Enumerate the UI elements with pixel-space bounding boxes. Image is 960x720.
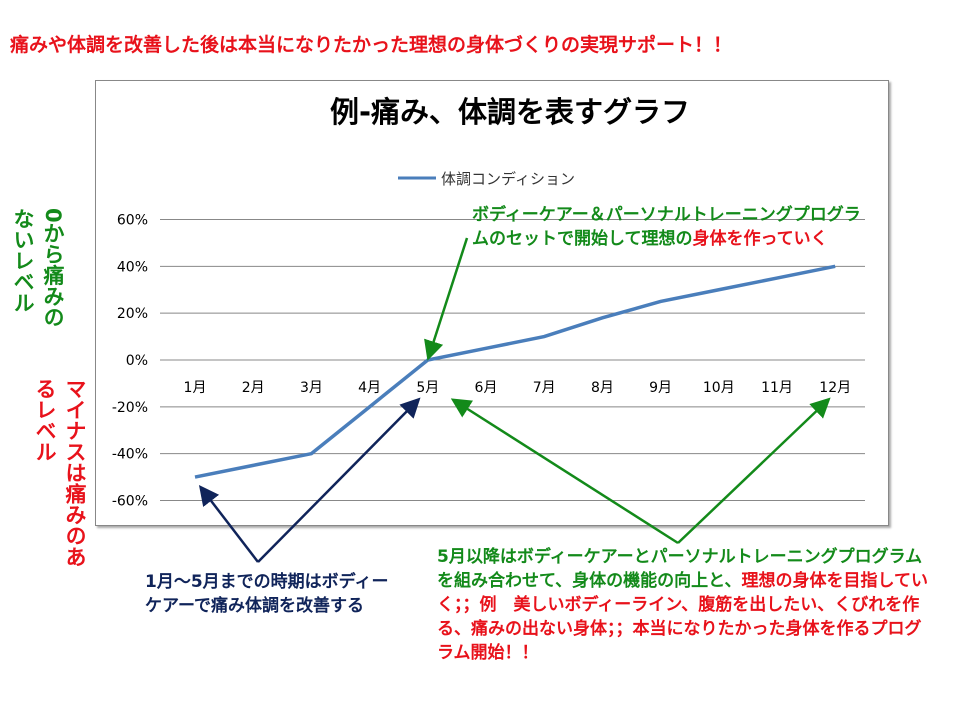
x-tick-label: 6月 <box>475 380 498 396</box>
note-bottom: 5月以降はボディーケアーとパーソナルトレーニングプログラムを組み合わせて、身体の… <box>437 545 937 665</box>
y-tick-label: 60% <box>117 213 148 229</box>
y-tick-label: 20% <box>117 306 148 322</box>
x-tick-label: 12月 <box>819 380 851 396</box>
x-tick-label: 8月 <box>591 380 614 396</box>
y-tick-label: -60% <box>112 494 148 510</box>
chart-title: 例-痛み、体調を表すグラフ <box>330 95 690 129</box>
arrow-to-dec <box>677 397 831 544</box>
x-tick-label: 5月 <box>416 380 439 396</box>
arrow-to-jan <box>198 485 259 563</box>
x-tick-label: 1月 <box>184 380 207 396</box>
note-left: 1月～5月までの時期はボディーケアーで痛み体調を改善する <box>145 572 389 616</box>
y-tick-label: -40% <box>112 447 148 463</box>
chart-frame <box>95 80 889 526</box>
side-label-positive: 0から痛みのないレベル <box>11 208 65 328</box>
arrow-to-may-label <box>257 397 421 563</box>
note-top: ボディーケアー＆パーソナルトレーニングプログラムのセットで開始して理想の身体を作… <box>472 203 872 251</box>
note-top-red: 身体を作っていく <box>692 229 828 249</box>
x-tick-label: 2月 <box>242 380 265 396</box>
series-line <box>194 264 836 479</box>
side-label-negative: マイナスは痛みのあるレベル <box>33 378 87 567</box>
x-tick-label: 9月 <box>649 380 672 396</box>
x-tick-label: 4月 <box>358 380 381 396</box>
note-bottom-green: 5月以降はボディーケアーとパーソナルトレーニングプログラムを組み合わせて、身体の… <box>437 547 923 591</box>
x-tick-label: 11月 <box>761 380 793 396</box>
legend-label: 体調コンディション <box>441 170 575 188</box>
note-bottom-red: 理想の身体を目指していく；；例 美しいボディーライン、腹筋を出したい、くびれを作… <box>437 571 928 663</box>
headline: 痛みや体調を改善した後は本当になりたかった理想の身体づくりの実現サポート！！ <box>10 34 733 56</box>
y-tick-label: 0% <box>126 353 148 369</box>
arrow-to-may <box>424 237 469 361</box>
x-tick-label: 3月 <box>300 380 323 396</box>
y-tick-label: 40% <box>117 259 148 275</box>
x-tick-label: 10月 <box>703 380 735 396</box>
x-tick-label: 7月 <box>533 380 556 396</box>
arrow-to-may-green <box>450 398 679 545</box>
note-top-green: ボディーケアー＆パーソナルトレーニングプログラムのセットで開始して理想の <box>472 205 861 249</box>
y-tick-label: -20% <box>112 400 148 416</box>
